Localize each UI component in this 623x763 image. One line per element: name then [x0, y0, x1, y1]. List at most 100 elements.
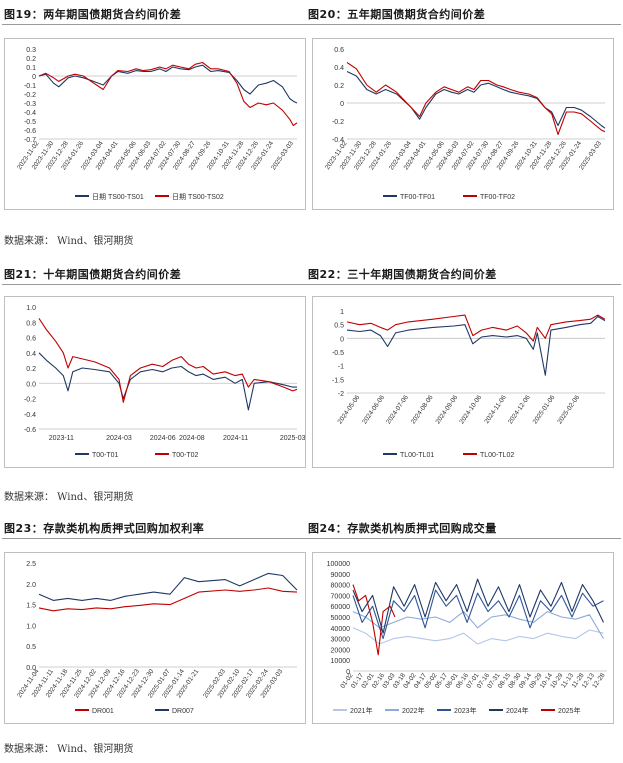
- y-tick-label: 40000: [331, 626, 351, 633]
- y-tick-label: 1.5: [26, 603, 36, 610]
- series-line-1: [346, 315, 606, 376]
- y-tick-label: 0.5: [334, 323, 344, 330]
- legend-label-2: 日期 TS00-TS02: [172, 193, 224, 201]
- fig23-panel: 2.5 2.0 1.5 1.0 0.5 0.0 2024-11-04 2024-11-11 20…: [4, 552, 306, 724]
- fig23-chart: 2.52.01.51.00.50.02024-11-042024-11-1120…: [16, 561, 298, 715]
- y-tick-label: 0.2: [26, 56, 36, 63]
- fig22-panel: 1 0.5 0 -0.5 -1 -1.5 -2 2024-05-06 2024-06-06 202…: [312, 296, 614, 468]
- x-tick-label: 2024-12-06: [507, 394, 532, 426]
- legend-label-1: TL00-TL01: [400, 452, 434, 459]
- y-tick-label: 0: [340, 101, 344, 108]
- y-tick-label: 0.6: [334, 47, 344, 54]
- fig19-chart: 0.30.20.10-0.1-0.2-0.3-0.4-0.5-0.6-0.720…: [16, 47, 298, 201]
- series-line-2: [38, 318, 298, 403]
- y-tick-label: 0: [340, 336, 344, 343]
- y-tick-label: 80000: [331, 583, 351, 590]
- x-tick-label: 2023-11: [49, 435, 74, 442]
- y-tick-label: 90000: [331, 572, 351, 579]
- x-tick-label: 2024-07-06: [385, 394, 410, 426]
- x-tick-label: 2024-06: [150, 435, 176, 442]
- y-tick-label: 1: [340, 309, 344, 316]
- y-tick-label: -0.6: [24, 427, 36, 434]
- x-tick-label: 2024-06-06: [361, 394, 386, 426]
- fig22-title: 图22：三十年期国债期货合约间价差: [308, 268, 497, 281]
- y-tick-label: -0.4: [24, 110, 36, 117]
- x-tick-label: 2025-01-06: [532, 394, 557, 426]
- x-tick-label: 2025-02-06: [556, 394, 581, 426]
- series-line-2: [38, 572, 298, 601]
- y-tick-label: 50000: [331, 615, 351, 622]
- x-tick-label: 2024-11: [223, 435, 248, 442]
- fig19-title: 图19：两年期国债期货合约间价差: [4, 8, 182, 21]
- fig19-panel: 0.3 0.2 0.1 0 -0.1 -0.2 -0.3 -0.4 -0.5 -0.6 -0.7 20…: [4, 38, 306, 210]
- fig24-panel: 100000 90000 80000 70000 60000 50000 40000 3000…: [312, 552, 614, 724]
- y-tick-label: 0: [32, 74, 36, 81]
- legend-label-2: T00-T02: [172, 452, 199, 459]
- x-tick-label: 2024-11-06: [483, 394, 508, 425]
- y-tick-label: 0.6: [26, 336, 36, 343]
- y-tick-label: 0.2: [26, 366, 36, 373]
- y-tick-label: -0.7: [24, 137, 36, 144]
- divider: [2, 24, 621, 25]
- fig21-title: 图21：十年期国债期货合约间价差: [4, 268, 182, 281]
- legend-label-1: 日期 TS00-TS01: [92, 193, 144, 201]
- legend-label-1: DR001: [92, 708, 114, 715]
- legend-label-2: 2022年: [402, 706, 425, 715]
- legend-label-2: TL00-TL02: [480, 452, 514, 459]
- y-tick-label: 70000: [331, 593, 351, 600]
- y-tick-label: -2: [338, 391, 344, 398]
- series-line-1: [38, 352, 297, 411]
- y-tick-label: 2.0: [26, 582, 36, 589]
- y-tick-label: 1.0: [26, 305, 36, 312]
- y-tick-label: 0.0: [26, 381, 36, 388]
- legend-label-5: 2025年: [558, 706, 581, 715]
- fig23-title: 图23：存款类机构质押式回购加权利率: [4, 522, 205, 535]
- fig24-chart: 1000009000080000700006000050000400003000…: [327, 561, 607, 715]
- y-tick-label: -0.2: [24, 92, 36, 99]
- x-tick-label: 2024-08-06: [410, 394, 435, 426]
- x-tick-label: 2024-10-06: [458, 394, 483, 426]
- series-line-2: [38, 61, 298, 127]
- y-tick-label: 20000: [331, 647, 351, 654]
- y-tick-label: -0.6: [24, 128, 36, 135]
- fig20-chart: 0.60.40.20-0.2-0.42023-11-022023-11-3020…: [324, 47, 606, 201]
- y-tick-label: -0.5: [24, 119, 36, 126]
- y-tick-label: 100000: [327, 561, 350, 568]
- series-line-2: [346, 314, 606, 342]
- series-line-2: [352, 611, 604, 639]
- fig24-title: 图24：存款类机构质押式回购成交量: [308, 522, 497, 535]
- x-tick-label: 2024-09-06: [435, 394, 460, 426]
- y-tick-label: 1.0: [26, 623, 36, 630]
- series-line-2: [346, 62, 606, 136]
- source-note-3: 数据来源： Wind、银河期货: [4, 744, 134, 755]
- source-note-1: 数据来源： Wind、银河期货: [4, 236, 134, 247]
- legend-label-4: 2024年: [506, 706, 529, 715]
- fig21-chart: 1.0 0.8 0.6 0.4 0.2 0.0 -0.2 -0.4 -0.6 2023-11 202…: [24, 305, 306, 459]
- divider: [2, 284, 621, 285]
- legend-label-1: T00-T01: [92, 452, 119, 459]
- series-line-1: [346, 71, 606, 129]
- y-tick-label: -0.1: [24, 83, 36, 90]
- y-tick-label: 10000: [331, 658, 351, 665]
- y-tick-label: 0.5: [26, 644, 36, 651]
- y-tick-label: 0.8: [26, 320, 36, 327]
- legend-label-2: DR007: [172, 708, 194, 715]
- legend-label-3: 2023年: [454, 706, 477, 715]
- series-line-4: [352, 578, 604, 634]
- y-tick-label: -0.5: [332, 350, 344, 357]
- y-tick-label: 60000: [331, 604, 351, 611]
- fig20-panel: 0.6 0.4 0.2 0 -0.2 -0.4 2023-11-02 2023-11-30 20…: [312, 38, 614, 210]
- y-tick-label: 0.0: [26, 665, 36, 672]
- legend-label-1: 2021年: [350, 706, 373, 715]
- y-tick-label: 0: [346, 669, 350, 676]
- y-tick-label: -1.5: [332, 377, 344, 384]
- y-tick-label: -1: [338, 364, 344, 371]
- divider: [2, 538, 621, 539]
- y-tick-label: -0.3: [24, 101, 36, 108]
- legend-label-1: TF00-TF01: [400, 194, 435, 201]
- x-tick-label: 2025-03: [280, 435, 305, 442]
- series-line-1: [38, 64, 298, 104]
- y-tick-label: -0.4: [332, 137, 344, 144]
- y-tick-label: 0.2: [334, 83, 344, 90]
